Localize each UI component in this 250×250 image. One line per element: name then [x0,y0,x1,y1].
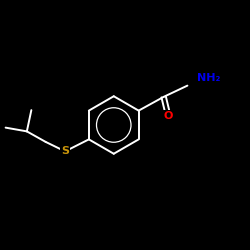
Text: O: O [164,110,173,120]
Text: NH₂: NH₂ [198,73,221,83]
Text: S: S [61,146,69,156]
